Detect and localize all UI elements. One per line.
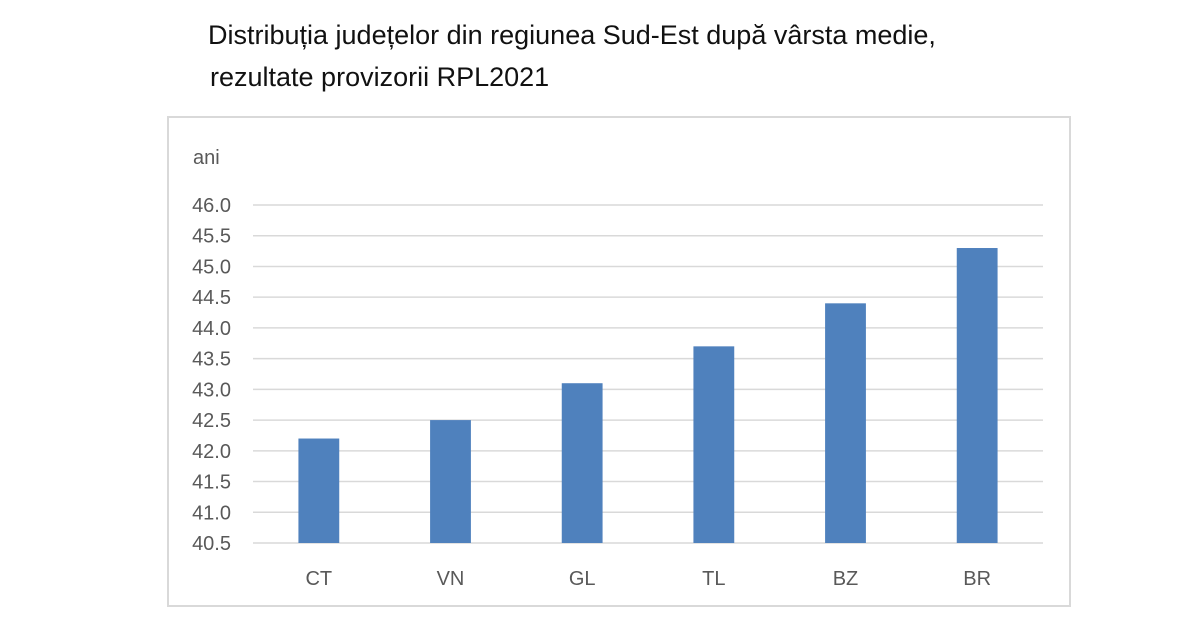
y-tick-label: 44.0	[192, 318, 231, 340]
chart-title: Distribuția județelor din regiunea Sud-E…	[208, 14, 1108, 98]
gridlines	[253, 204, 1043, 544]
bar-bz	[825, 303, 866, 543]
x-tick-label: BZ	[833, 568, 859, 590]
bars	[298, 248, 998, 543]
y-tick-label: 41.0	[192, 502, 231, 524]
bar-chart: ani 40.5 41.0 41.5 42.0 42.5 43.0 43.5 44.0 44.5…	[192, 147, 1043, 590]
bar-tl	[693, 346, 735, 543]
chart-title-line-2: rezultate provizorii RPL2021	[210, 62, 550, 92]
bar-gl	[561, 383, 603, 543]
x-tick-label: BR	[963, 568, 991, 590]
y-axis-tick-labels: 40.5 41.0 41.5 42.0 42.5 43.0 43.5 44.0 44.5 45.0…	[192, 195, 231, 555]
y-tick-label: 42.0	[192, 441, 231, 463]
y-tick-label: 45.0	[192, 256, 231, 278]
x-tick-label: CT	[305, 568, 332, 590]
x-tick-label: VN	[437, 568, 465, 590]
chart-title-line-1: Distribuția județelor din regiunea Sud-E…	[208, 20, 936, 50]
y-tick-label: 43.5	[192, 349, 231, 371]
x-tick-label: TL	[702, 568, 725, 590]
y-tick-label: 44.5	[192, 287, 231, 309]
x-axis-tick-labels: CT VN GL TL BZ BR	[305, 568, 991, 590]
y-tick-label: 45.5	[192, 226, 231, 248]
bar-vn	[430, 420, 471, 543]
y-axis-unit-label: ani	[193, 147, 220, 169]
y-tick-label: 42.5	[192, 410, 231, 432]
y-tick-label: 43.0	[192, 379, 231, 401]
bar-br	[956, 248, 998, 543]
y-tick-label: 41.5	[192, 472, 231, 494]
chart-area: ani 40.5 41.0 41.5 42.0 42.5 43.0 43.5 44.0 44.5…	[167, 116, 1071, 607]
y-tick-label: 46.0	[192, 195, 231, 217]
y-tick-label: 40.5	[192, 533, 231, 555]
x-tick-label: GL	[569, 568, 596, 590]
bar-ct	[298, 438, 340, 543]
